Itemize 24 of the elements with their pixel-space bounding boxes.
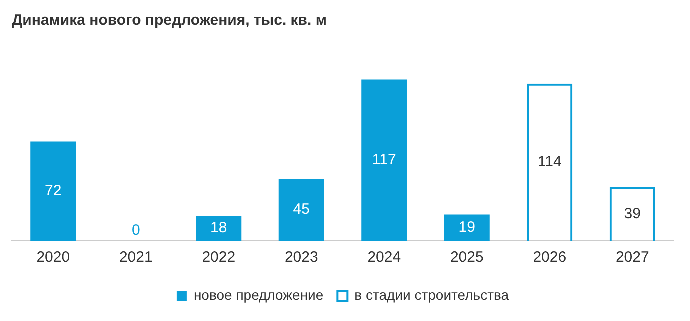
data-label: 72: [45, 182, 62, 200]
x-tick-label: 2021: [119, 249, 153, 266]
data-label: 117: [372, 151, 396, 168]
bar: [30, 142, 76, 241]
bar: [196, 216, 242, 241]
data-label: 114: [538, 154, 562, 171]
bar: [362, 80, 408, 241]
x-tick-label: 2027: [616, 249, 650, 266]
legend-label: в стадии строительства: [354, 286, 510, 303]
x-tick-label: 2022: [202, 249, 236, 266]
x-tick-label: 2023: [284, 249, 318, 266]
bar: [278, 178, 324, 241]
data-label: 0: [132, 222, 140, 240]
x-tick-label: 2026: [533, 249, 567, 266]
legend-label: новое предложение: [194, 286, 324, 303]
x-tick-label: 2024: [368, 249, 402, 266]
x-tick-label: 2025: [450, 249, 484, 266]
data-label: 39: [624, 205, 641, 222]
bar: [444, 214, 490, 241]
chart-title: Динамика нового предложения, тыс. кв. м: [12, 12, 327, 30]
data-label: 19: [458, 219, 476, 236]
data-label: 45: [293, 201, 310, 218]
data-label: 18: [210, 220, 228, 237]
x-tick-label: 2020: [36, 249, 70, 266]
